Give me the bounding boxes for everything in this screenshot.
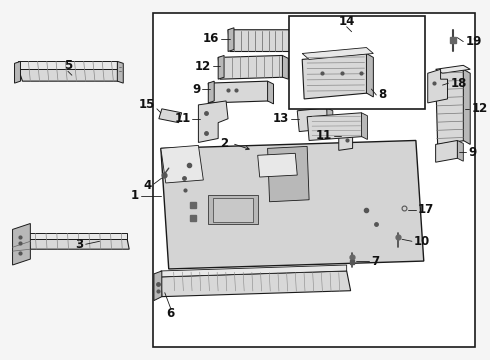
Text: 11: 11	[316, 129, 332, 142]
Bar	[208, 195, 258, 225]
Text: 7: 7	[371, 255, 380, 267]
Polygon shape	[327, 26, 333, 75]
Text: 18: 18	[450, 77, 467, 90]
Polygon shape	[457, 140, 464, 161]
Polygon shape	[19, 69, 122, 81]
Text: 15: 15	[139, 98, 155, 111]
Text: 6: 6	[167, 307, 175, 320]
Polygon shape	[282, 55, 288, 79]
Text: 3: 3	[75, 238, 84, 251]
Text: 4: 4	[144, 179, 152, 193]
Polygon shape	[117, 61, 123, 83]
Polygon shape	[159, 109, 182, 123]
Polygon shape	[161, 140, 424, 269]
Text: 5: 5	[64, 59, 72, 72]
Text: 11: 11	[174, 112, 191, 125]
Polygon shape	[302, 54, 368, 99]
Polygon shape	[436, 140, 457, 162]
Text: 9: 9	[468, 146, 476, 159]
Polygon shape	[28, 239, 129, 249]
Polygon shape	[13, 224, 30, 265]
Polygon shape	[362, 113, 368, 139]
Polygon shape	[302, 48, 373, 59]
Text: 10: 10	[414, 235, 430, 248]
Polygon shape	[208, 81, 270, 103]
Polygon shape	[411, 26, 418, 77]
Text: 17: 17	[418, 203, 434, 216]
Bar	[153, 13, 475, 347]
Bar	[213, 198, 253, 221]
Polygon shape	[268, 147, 309, 202]
Polygon shape	[436, 69, 466, 144]
Text: 12: 12	[471, 102, 488, 115]
Polygon shape	[161, 265, 346, 277]
Text: 8: 8	[378, 89, 387, 102]
Polygon shape	[28, 233, 127, 239]
Bar	[289, 16, 424, 109]
Polygon shape	[297, 108, 329, 131]
Text: 12: 12	[195, 60, 211, 73]
Polygon shape	[367, 54, 373, 97]
Polygon shape	[307, 113, 364, 140]
Text: 2: 2	[220, 137, 228, 150]
Polygon shape	[154, 271, 162, 301]
Text: 9: 9	[192, 82, 200, 95]
Polygon shape	[428, 69, 447, 103]
Polygon shape	[198, 101, 228, 143]
Polygon shape	[161, 145, 203, 183]
Polygon shape	[15, 61, 21, 83]
Polygon shape	[436, 65, 470, 73]
Polygon shape	[327, 108, 333, 131]
Text: 14: 14	[339, 15, 355, 28]
Polygon shape	[464, 69, 470, 144]
Text: 16: 16	[203, 32, 219, 45]
Polygon shape	[218, 55, 224, 79]
Polygon shape	[327, 26, 414, 75]
Polygon shape	[293, 30, 299, 54]
Polygon shape	[19, 61, 117, 69]
Polygon shape	[208, 81, 214, 103]
Text: 13: 13	[273, 112, 289, 125]
Text: 1: 1	[131, 189, 139, 202]
Polygon shape	[218, 55, 284, 79]
Text: 19: 19	[466, 35, 482, 48]
Polygon shape	[268, 81, 273, 104]
Polygon shape	[339, 115, 367, 150]
Polygon shape	[228, 28, 234, 51]
Polygon shape	[228, 30, 294, 51]
Polygon shape	[258, 153, 297, 177]
Polygon shape	[161, 271, 351, 297]
